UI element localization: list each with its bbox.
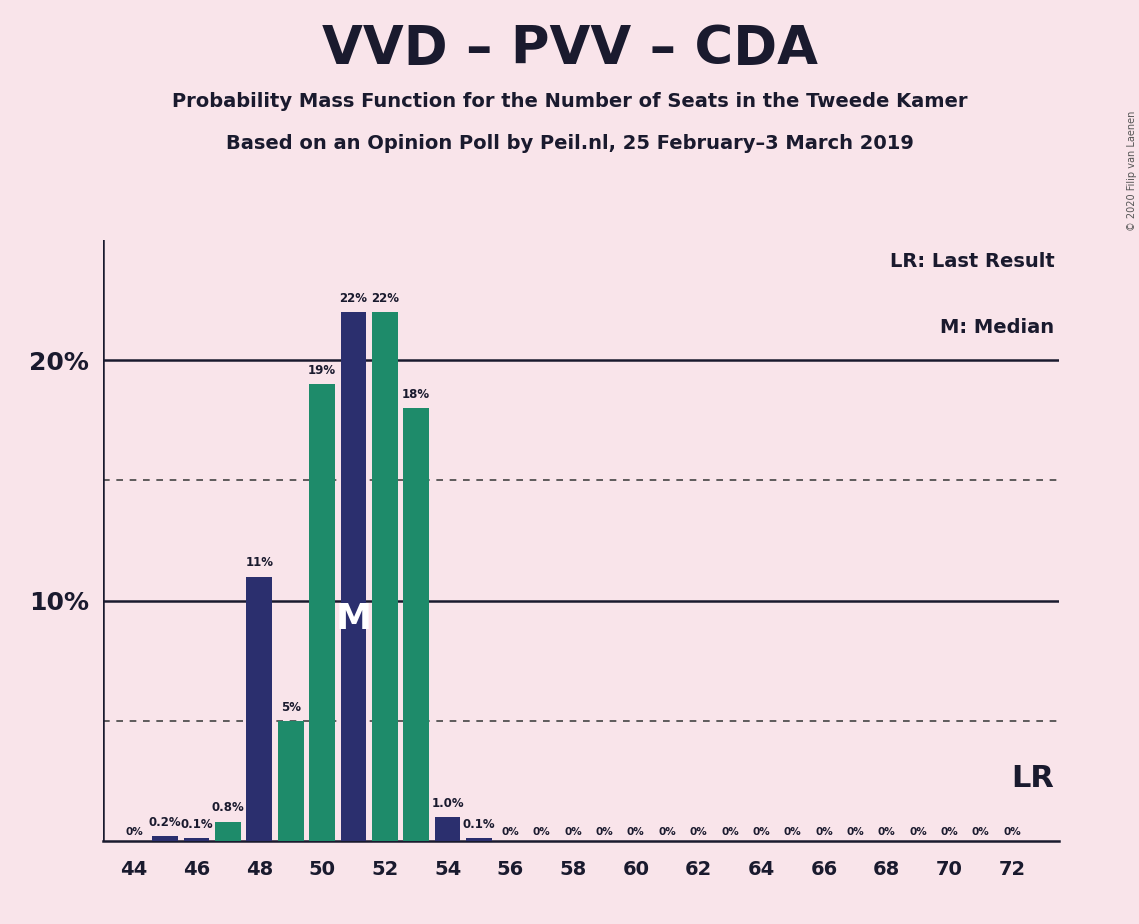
Text: 0%: 0% bbox=[753, 827, 770, 837]
Text: 18%: 18% bbox=[402, 388, 431, 401]
Text: 0%: 0% bbox=[721, 827, 739, 837]
Text: 0%: 0% bbox=[972, 827, 990, 837]
Text: LR: LR bbox=[1011, 764, 1055, 793]
Text: 0%: 0% bbox=[878, 827, 895, 837]
Bar bbox=[466, 838, 492, 841]
Bar bbox=[341, 312, 367, 841]
Text: 0%: 0% bbox=[626, 827, 645, 837]
Text: 0%: 0% bbox=[846, 827, 865, 837]
Text: 0%: 0% bbox=[658, 827, 677, 837]
Bar bbox=[215, 821, 240, 841]
Text: 0%: 0% bbox=[909, 827, 927, 837]
Text: 0%: 0% bbox=[533, 827, 550, 837]
Text: 0%: 0% bbox=[689, 827, 707, 837]
Text: 22%: 22% bbox=[371, 292, 399, 305]
Text: 0%: 0% bbox=[564, 827, 582, 837]
Text: 19%: 19% bbox=[308, 364, 336, 377]
Text: © 2020 Filip van Laenen: © 2020 Filip van Laenen bbox=[1128, 111, 1137, 231]
Text: 0.1%: 0.1% bbox=[180, 819, 213, 832]
Text: 22%: 22% bbox=[339, 292, 368, 305]
Bar bbox=[309, 384, 335, 841]
Text: M: Median: M: Median bbox=[941, 318, 1055, 337]
Text: 0%: 0% bbox=[784, 827, 802, 837]
Text: 0.1%: 0.1% bbox=[462, 819, 495, 832]
Text: 0%: 0% bbox=[125, 827, 142, 837]
Bar bbox=[153, 836, 178, 841]
Text: VVD – PVV – CDA: VVD – PVV – CDA bbox=[321, 23, 818, 75]
Text: LR: Last Result: LR: Last Result bbox=[890, 252, 1055, 272]
Text: 0%: 0% bbox=[941, 827, 958, 837]
Text: 0%: 0% bbox=[816, 827, 833, 837]
Text: 0.8%: 0.8% bbox=[212, 801, 245, 814]
Text: 5%: 5% bbox=[280, 700, 301, 713]
Text: 1.0%: 1.0% bbox=[432, 796, 464, 809]
Text: M: M bbox=[336, 602, 371, 636]
Bar bbox=[183, 838, 210, 841]
Text: 0%: 0% bbox=[596, 827, 613, 837]
Bar bbox=[246, 577, 272, 841]
Text: 0.2%: 0.2% bbox=[149, 816, 181, 829]
Bar bbox=[278, 721, 304, 841]
Text: 0%: 0% bbox=[1003, 827, 1021, 837]
Text: Based on an Opinion Poll by Peil.nl, 25 February–3 March 2019: Based on an Opinion Poll by Peil.nl, 25 … bbox=[226, 134, 913, 153]
Text: 0%: 0% bbox=[501, 827, 519, 837]
Text: 11%: 11% bbox=[245, 556, 273, 569]
Text: Probability Mass Function for the Number of Seats in the Tweede Kamer: Probability Mass Function for the Number… bbox=[172, 92, 967, 112]
Bar bbox=[403, 408, 429, 841]
Bar bbox=[372, 312, 398, 841]
Bar bbox=[435, 817, 460, 841]
